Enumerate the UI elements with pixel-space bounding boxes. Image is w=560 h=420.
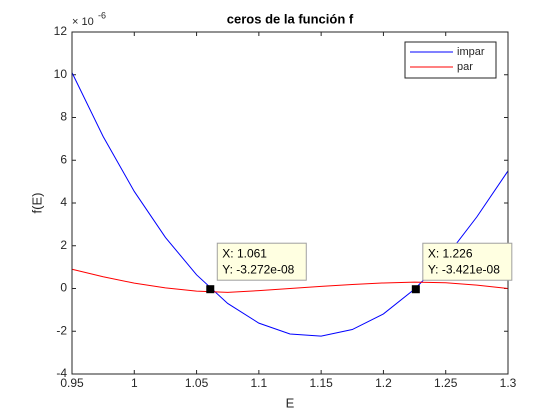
datatip: X: 1.061 Y: -3.272e-08 [206,242,307,294]
y-exponent-base: × 10 [72,16,94,28]
y-tick-label: 10 [54,67,68,81]
chart-title: ceros de la función f [227,11,354,26]
y-tick-label: 6 [60,152,67,166]
datatip-x-label: X: 1.226 [428,246,473,260]
datatip: X: 1.226 Y: -3.421e-08 [411,242,513,294]
y-tick-label: 4 [60,195,67,209]
legend-label: par [457,61,473,73]
y-tick-label: -2 [56,323,67,337]
datatip-x-label: X: 1.061 [222,246,267,260]
y-exponent: -6 [98,10,106,20]
x-tick-label: 1.15 [309,376,333,390]
x-tick-label: 1.25 [434,376,458,390]
legend-box [404,41,497,79]
x-tick-label: 1.1 [251,376,268,390]
x-tick-label: 1.3 [500,376,517,390]
x-tick-label: 1 [131,376,138,390]
y-tick-label: 12 [54,24,68,38]
y-tick-label: -4 [56,366,67,380]
legend-label: impar [457,46,485,58]
datatip-y-label: Y: -3.421e-08 [428,262,500,276]
axes-box [71,31,509,375]
x-tick-label: 1.05 [185,376,209,390]
y-tick-label: 0 [60,281,67,295]
y-tick-label: 2 [60,238,67,252]
x-tick-label: 1.2 [375,376,392,390]
datatip-box [422,242,513,281]
legend: impar par [404,41,497,79]
datatip-marker [206,285,215,294]
datatip-marker [411,285,420,294]
plot-area [72,32,508,374]
y-tick-label: 8 [60,110,67,124]
y-axis-label: f(E) [29,193,44,214]
x-tick-label: 0.95 [60,376,84,390]
datatip-box [216,242,307,281]
datatip-y-label: Y: -3.272e-08 [222,262,294,276]
line-series [71,268,509,293]
x-axis-label: E [286,395,295,410]
